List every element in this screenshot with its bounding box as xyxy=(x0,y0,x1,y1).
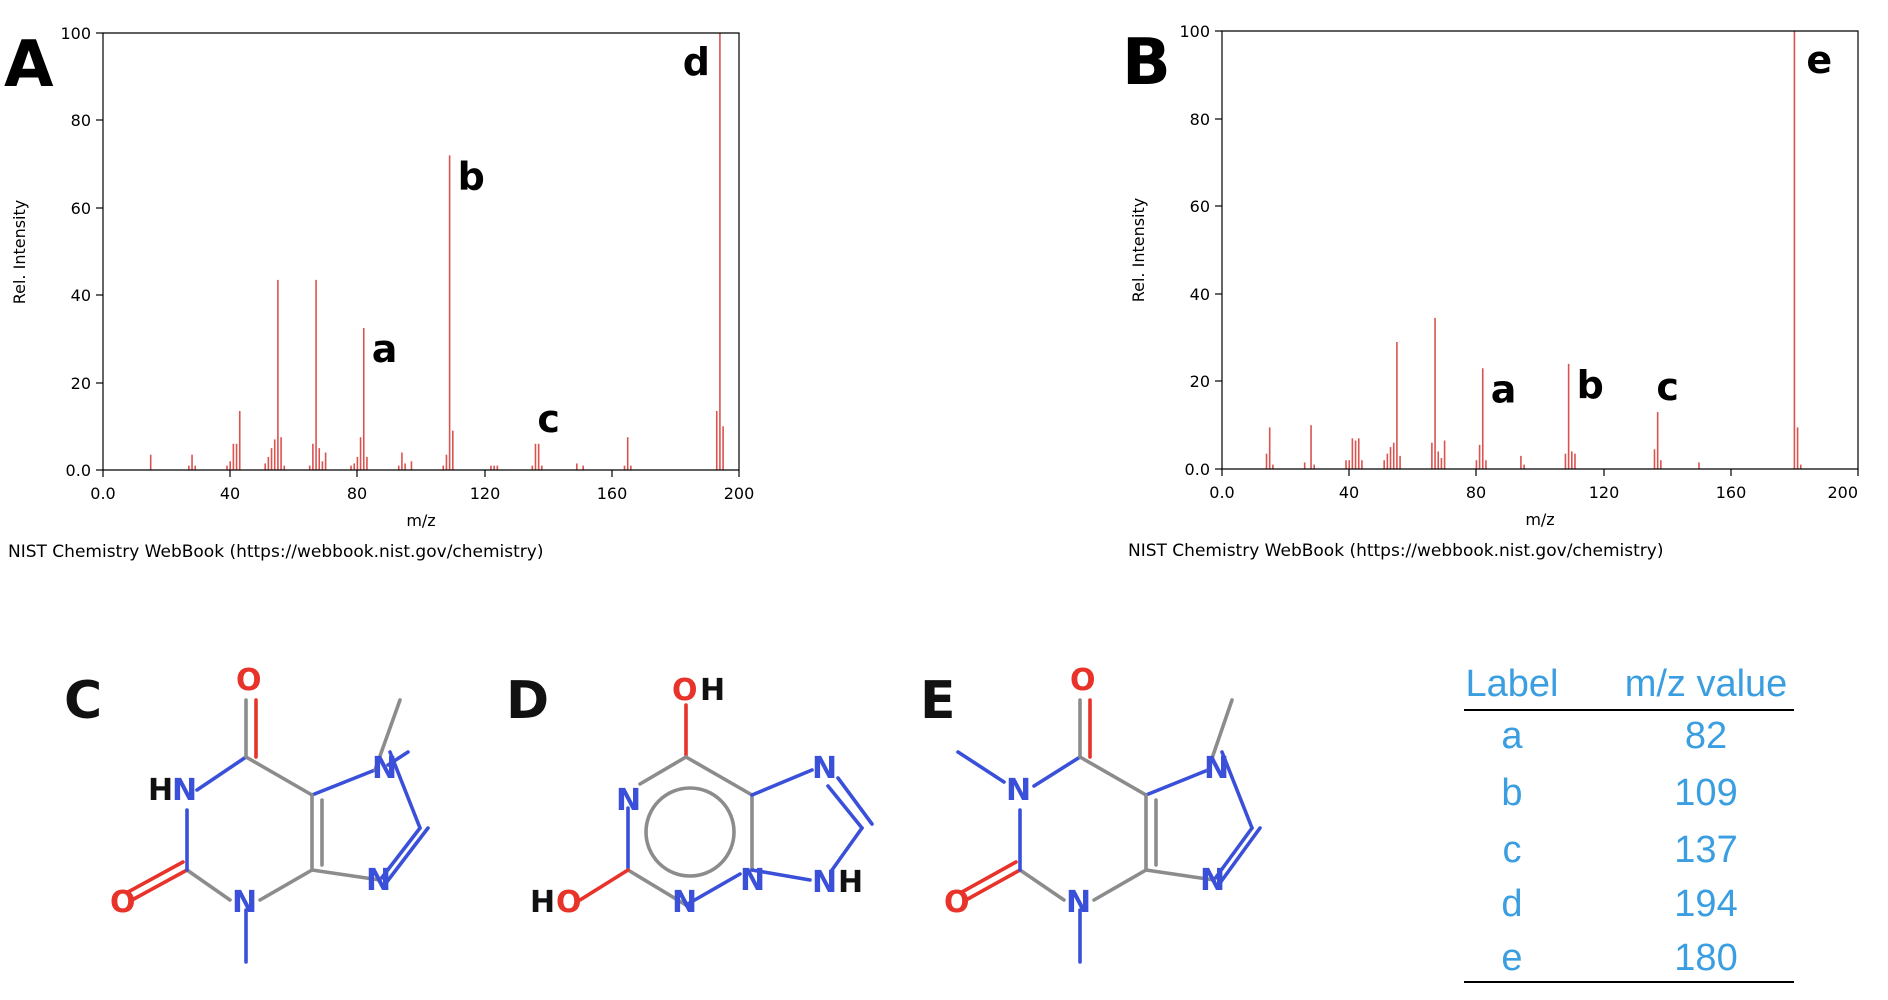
atom-o: O xyxy=(110,885,136,920)
peak-label-e: e xyxy=(1806,38,1832,82)
x-tick-label: 80 xyxy=(1466,483,1486,502)
chart-b-frame xyxy=(1221,30,1859,470)
x-tick-label: 0.0 xyxy=(1209,483,1234,502)
table-cell-value: 82 xyxy=(1685,715,1727,757)
chart-b-annotations: a b c e xyxy=(1491,38,1832,411)
table-cell-value: 109 xyxy=(1674,772,1737,814)
atom-n: N xyxy=(1200,863,1225,898)
table-cell-label: d xyxy=(1501,883,1522,925)
peak-label-b: b xyxy=(1577,363,1604,407)
peak-label-c: c xyxy=(1656,365,1679,409)
atom-h: H xyxy=(148,773,173,808)
x-tick-label: 0.0 xyxy=(90,484,115,503)
source-note-b: NIST Chemistry WebBook (https://webbook.… xyxy=(1128,541,1663,561)
table-cell-value: 137 xyxy=(1674,829,1737,871)
table-header-value: m/z value xyxy=(1625,663,1788,705)
x-tick-label: 40 xyxy=(1339,483,1359,502)
atom-n: N xyxy=(672,885,697,920)
atom-n: N xyxy=(172,773,197,808)
chart-a-x-ticks: 0.0 40 80 120 160 200 xyxy=(90,470,754,503)
y-tick-label: 0.0 xyxy=(1185,460,1210,479)
y-tick-label: 40 xyxy=(71,286,91,305)
structure-c: C O N H N O N N xyxy=(64,663,430,964)
chart-a-frame xyxy=(102,32,740,471)
y-tick-label: 20 xyxy=(71,374,91,393)
peak-label-a: a xyxy=(1491,367,1517,411)
chart-a-annotations: a b c d xyxy=(372,40,710,441)
y-tick-label: 80 xyxy=(71,111,91,130)
structure-d-bonds xyxy=(578,703,874,907)
y-tick-label: 80 xyxy=(1190,110,1210,129)
y-tick-label: 60 xyxy=(71,199,91,218)
peak-label-d: d xyxy=(683,40,710,84)
atom-n: N xyxy=(232,885,257,920)
structure-c-bonds xyxy=(126,698,430,964)
mz-table: Label m/z value a 82 b 109 c 137 d 194 e… xyxy=(1464,663,1794,983)
structure-d: D O H N N N H O H N N xyxy=(506,671,874,920)
chart-b: B a b c e 0.0 40 80 120 160 200 0.0 20 xyxy=(1122,22,1859,561)
panel-label-b: B xyxy=(1122,26,1171,100)
y-tick-label: 100 xyxy=(60,24,91,43)
atom-n: N xyxy=(740,863,765,898)
x-tick-label: 120 xyxy=(470,484,501,503)
atom-n: N xyxy=(812,751,837,786)
atom-n: N xyxy=(616,783,641,818)
table-cell-label: c xyxy=(1503,829,1522,871)
x-tick-label: 200 xyxy=(1827,483,1858,502)
x-tick-label: 80 xyxy=(347,484,367,503)
x-tick-label: 120 xyxy=(1589,483,1620,502)
table-cell-value: 180 xyxy=(1674,937,1737,979)
atom-n: N xyxy=(372,751,397,786)
atom-n: N xyxy=(1066,885,1091,920)
chart-b-bars xyxy=(1265,31,1802,469)
peak-label-b: b xyxy=(458,154,485,198)
atom-h: H xyxy=(700,673,725,708)
aromatic-ring xyxy=(644,786,736,878)
atom-o: O xyxy=(672,673,698,708)
y-tick-label: 60 xyxy=(1190,197,1210,216)
x-axis-title: m/z xyxy=(1525,510,1554,529)
peak-label-c: c xyxy=(537,397,560,441)
structure-label-c: C xyxy=(64,671,102,731)
peak-label-a: a xyxy=(372,327,398,371)
table-cell-value: 194 xyxy=(1674,883,1737,925)
atom-o: O xyxy=(236,663,262,698)
chart-a-bars xyxy=(149,33,724,470)
structure-e: E O N N O N N xyxy=(920,663,1262,964)
y-tick-label: 20 xyxy=(1190,372,1210,391)
x-tick-label: 40 xyxy=(220,484,240,503)
x-tick-label: 160 xyxy=(1716,483,1747,502)
y-tick-label: 0.0 xyxy=(66,461,91,480)
table-cell-label: a xyxy=(1501,715,1523,757)
atom-o: O xyxy=(1070,663,1096,698)
atom-n: N xyxy=(366,863,391,898)
x-tick-label: 160 xyxy=(597,484,628,503)
y-axis-title: Rel. Intensity xyxy=(10,200,29,305)
x-axis-title: m/z xyxy=(406,511,435,530)
structure-e-bonds xyxy=(956,698,1262,964)
atom-h: H xyxy=(838,865,863,900)
y-axis-title: Rel. Intensity xyxy=(1129,198,1148,303)
panel-label-a: A xyxy=(4,28,54,102)
chart-b-x-ticks: 0.0 40 80 120 160 200 xyxy=(1209,469,1859,502)
chart-a: A a b c d 0.0 40 80 120 160 200 0.0 20 xyxy=(4,24,754,562)
x-tick-label: 200 xyxy=(724,484,755,503)
chart-a-y-ticks: 0.0 20 40 60 80 100 xyxy=(60,24,103,480)
atom-n: N xyxy=(1204,751,1229,786)
table-cell-label: e xyxy=(1501,937,1522,979)
chart-b-y-ticks: 0.0 20 40 60 80 100 xyxy=(1179,22,1222,479)
atom-n: N xyxy=(812,865,837,900)
structure-label-d: D xyxy=(506,671,549,731)
structure-label-e: E xyxy=(920,671,956,731)
table-cell-label: b xyxy=(1501,772,1522,814)
atom-h: H xyxy=(530,885,555,920)
atom-o: O xyxy=(556,885,582,920)
source-note-a: NIST Chemistry WebBook (https://webbook.… xyxy=(8,542,543,562)
atom-n: N xyxy=(1006,773,1031,808)
y-tick-label: 100 xyxy=(1179,22,1210,41)
atom-o: O xyxy=(944,885,970,920)
table-header-label: Label xyxy=(1466,663,1559,705)
y-tick-label: 40 xyxy=(1190,285,1210,304)
